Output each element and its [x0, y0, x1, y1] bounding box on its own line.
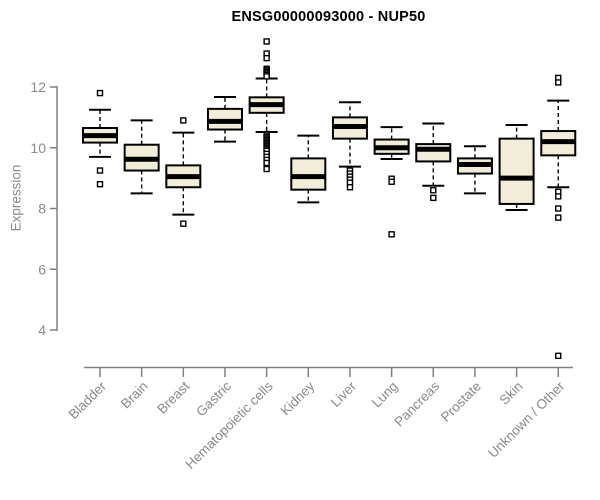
box-prostate	[456, 145, 493, 195]
x-tick-label-skin: Skin	[497, 379, 526, 408]
outlier-point	[263, 165, 270, 173]
x-tick-label-gastric: Gastric	[193, 378, 234, 419]
chart-title: ENSG00000093000 - NUP50	[231, 9, 426, 25]
iqr-box	[498, 137, 535, 205]
y-tick-label: 10	[30, 140, 46, 156]
box-bladder	[82, 89, 118, 188]
x-tick-label-prostate: Prostate	[438, 379, 484, 425]
box-brain	[123, 119, 160, 195]
iqr-box	[415, 143, 452, 163]
x-tick-label-pancreas: Pancreas	[391, 378, 442, 429]
outlier-point	[555, 79, 562, 86]
iqr-box	[290, 157, 327, 191]
box-kidney	[290, 134, 327, 204]
box-unknown-other	[540, 74, 577, 360]
y-tick-label: 12	[30, 79, 46, 95]
outlier-point	[555, 205, 562, 212]
outlier-point	[555, 352, 562, 360]
outlier-point	[263, 54, 270, 62]
box-gastric	[206, 96, 243, 143]
box-lung	[373, 126, 410, 238]
outlier-point	[96, 167, 104, 174]
outlier-point	[96, 180, 104, 188]
outlier-point	[430, 194, 437, 202]
box-hematopoietic-cells	[248, 38, 285, 173]
x-tick-label-lung: Lung	[369, 379, 401, 411]
x-tick-label-breast: Breast	[154, 378, 192, 416]
outlier-point	[346, 184, 354, 191]
outlier-point	[180, 117, 187, 124]
box-skin	[498, 123, 535, 212]
outlier-point	[555, 193, 562, 200]
outlier-point	[388, 178, 395, 185]
x-tick-label-liver: Liver	[328, 378, 360, 410]
outlier-point	[263, 159, 270, 167]
y-tick-label: 6	[38, 261, 46, 277]
x-tick-label-unknown-other: Unknown / Other	[485, 378, 568, 461]
outlier-point	[96, 89, 104, 97]
x-tick-label-kidney: Kidney	[278, 378, 318, 418]
outlier-point	[555, 214, 562, 221]
y-tick-label: 8	[38, 201, 46, 217]
box-breast	[165, 117, 202, 227]
y-tick-label: 4	[38, 322, 46, 338]
outlier-point	[180, 220, 187, 227]
box-pancreas	[415, 122, 452, 202]
outlier-point	[263, 73, 270, 80]
outlier-point	[430, 187, 437, 194]
outlier-point	[388, 231, 395, 238]
x-tick-label-bladder: Bladder	[66, 378, 110, 422]
x-tick-label-brain: Brain	[118, 379, 151, 412]
box-liver	[331, 101, 368, 191]
outlier-point	[263, 38, 270, 45]
